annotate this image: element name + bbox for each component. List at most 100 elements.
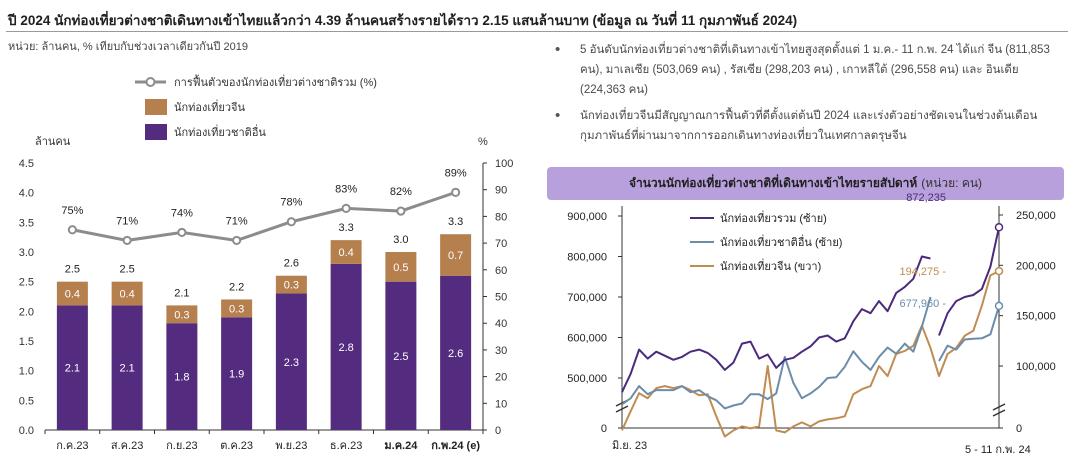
axis-break-icon bbox=[992, 409, 1006, 417]
recovery-point bbox=[177, 227, 187, 238]
bar-china-label: 0.4 bbox=[65, 289, 80, 301]
weekly-series-line bbox=[621, 255, 931, 393]
recovery-label: 78% bbox=[280, 197, 302, 209]
weekly-end-label: 677,960 - bbox=[900, 298, 947, 310]
weekly-end-label: 872,235 bbox=[906, 192, 946, 204]
bar-total-label: 3.0 bbox=[393, 234, 408, 246]
y2-tick-label: 100 bbox=[495, 158, 513, 170]
weekly-end-point bbox=[994, 301, 1004, 311]
bar-china-label: 0.5 bbox=[393, 262, 408, 274]
bar-other bbox=[166, 323, 198, 430]
bar-china bbox=[385, 252, 417, 282]
x-tick-label: ส.ค.23 bbox=[111, 440, 143, 452]
y2-tick-label: 10 bbox=[495, 398, 507, 410]
weekly-y-tick-label: 700,000 bbox=[567, 292, 607, 304]
bar-other bbox=[330, 263, 362, 430]
recovery-label: 82% bbox=[390, 186, 412, 198]
recovery-point bbox=[451, 187, 461, 197]
bar-china-label: 0.7 bbox=[448, 250, 463, 262]
bullet-dot-icon: • bbox=[555, 107, 561, 124]
axis-break-icon bbox=[992, 403, 1006, 411]
legend-swatch bbox=[145, 99, 167, 115]
bar-other-label: 1.8 bbox=[174, 372, 189, 384]
x-tick-label: ก.ค.23 bbox=[56, 440, 88, 452]
bar-total-label: 2.5 bbox=[65, 264, 80, 276]
weekly-y-tick-label: 900,000 bbox=[567, 211, 607, 223]
bar-china bbox=[275, 275, 307, 294]
legend-swatch bbox=[145, 124, 167, 140]
x-tick-label: พ.ย.23 bbox=[275, 440, 307, 452]
weekly-series-line bbox=[938, 226, 1000, 336]
y2-tick-label: 80 bbox=[495, 211, 507, 223]
bar-china bbox=[440, 234, 472, 276]
y2-tick-label: 50 bbox=[495, 292, 507, 304]
recovery-label: 71% bbox=[226, 215, 248, 227]
bar-total-label: 2.2 bbox=[229, 281, 244, 293]
commentary-list: • 5 อันดับนักท่องเที่ยวต่างชาติที่เดินทา… bbox=[553, 40, 1063, 152]
bar-china-label: 0.3 bbox=[229, 303, 244, 315]
bar-china bbox=[221, 299, 253, 318]
title-divider bbox=[6, 31, 1068, 32]
recovery-point bbox=[286, 217, 296, 227]
weekly-legend-label: นักท่องเที่ยวรวม (ซ้าย) bbox=[720, 210, 827, 225]
bar-china-label: 0.3 bbox=[284, 280, 299, 292]
y-tick-label: 3.5 bbox=[19, 217, 34, 229]
axis-break-icon bbox=[615, 405, 629, 413]
weekly-end-point bbox=[994, 222, 1004, 232]
recovery-point bbox=[122, 235, 132, 246]
bar-other bbox=[56, 305, 88, 430]
weekly-legend-label: นักท่องเที่ยวจีน (ขวา) bbox=[720, 258, 821, 273]
recovery-point bbox=[67, 225, 77, 235]
weekly-y2-tick-label: 0 bbox=[1016, 423, 1022, 435]
page-title: ปี 2024 นักท่องเที่ยวต่างชาติเดินทางเข้า… bbox=[8, 13, 798, 28]
weekly-end-label: 194,275 - bbox=[900, 266, 947, 278]
y2-tick-label: 20 bbox=[495, 372, 507, 384]
bar-other-label: 2.1 bbox=[65, 363, 80, 375]
weekly-x-start-label: มิ.ย. 23 bbox=[612, 440, 647, 452]
bar-china bbox=[330, 240, 362, 264]
bar-other bbox=[440, 275, 472, 430]
x-tick-label: ก.พ.24 (e) bbox=[431, 440, 480, 452]
x-tick-label: ม.ค.24 bbox=[384, 440, 418, 452]
bar-total-label: 2.5 bbox=[119, 264, 134, 276]
legend-label: นักท่องเที่ยวจีน bbox=[174, 99, 245, 114]
y2-tick-label: 0 bbox=[495, 425, 501, 437]
recovery-label: 71% bbox=[116, 215, 138, 227]
recovery-label: 83% bbox=[335, 183, 357, 195]
weekly-series-line bbox=[938, 305, 1000, 362]
bar-china-label: 0.4 bbox=[119, 289, 134, 301]
x-tick-label: ต.ค.23 bbox=[220, 440, 253, 452]
monthly-arrivals-chart: การฟื้นตัวของนักท่องเที่ยวต่างชาติรวม (%… bbox=[19, 74, 514, 452]
y2-tick-label: 70 bbox=[495, 238, 507, 250]
recovery-point bbox=[232, 235, 242, 246]
commentary-bullet: • 5 อันดับนักท่องเที่ยวต่างชาติที่เดินทา… bbox=[553, 40, 1063, 100]
y-tick-label: 4.5 bbox=[19, 158, 34, 170]
y2-tick-label: 30 bbox=[495, 345, 507, 357]
x-tick-label: ธ.ค.23 bbox=[330, 440, 362, 452]
bar-other-label: 1.9 bbox=[229, 369, 244, 381]
commentary-text: นักท่องเที่ยวจีนมีสัญญาณการฟื้นตัวที่ดีต… bbox=[580, 110, 1038, 142]
weekly-legend-label: นักท่องเที่ยวชาติอื่น (ซ้าย) bbox=[720, 234, 842, 249]
bar-other-label: 2.3 bbox=[284, 357, 299, 369]
weekly-y2-tick-label: 150,000 bbox=[1016, 311, 1056, 323]
bar-other-label: 2.5 bbox=[393, 351, 408, 363]
bar-total-label: 2.1 bbox=[174, 287, 189, 299]
recovery-point bbox=[341, 203, 351, 213]
bar-other bbox=[111, 305, 143, 430]
bar-china bbox=[56, 281, 88, 306]
bar-other bbox=[221, 317, 253, 430]
y-tick-label: 0.5 bbox=[19, 395, 34, 407]
bar-total-label: 3.3 bbox=[338, 222, 353, 234]
y-tick-label: 1.5 bbox=[19, 336, 34, 348]
y2-tick-label: 90 bbox=[495, 185, 507, 197]
y-tick-label: 3.0 bbox=[19, 247, 34, 259]
bullet-dot-icon: • bbox=[555, 41, 561, 58]
bar-other-label: 2.6 bbox=[448, 348, 463, 360]
weekly-x-end-label: 5 - 11 ก.พ. 24 bbox=[965, 444, 1031, 456]
bar-other bbox=[275, 293, 307, 430]
commentary-bullet: • นักท่องเที่ยวจีนมีสัญญาณการฟื้นตัวที่ด… bbox=[553, 106, 1063, 146]
unit-note: หน่วย: ล้านคน, % เทียบกับช่วงเวลาเดียวกั… bbox=[8, 41, 248, 53]
weekly-y-tick-label: 800,000 bbox=[567, 252, 607, 264]
weekly-chart-unit: (หน่วย: คน) bbox=[921, 176, 983, 190]
bar-china bbox=[111, 281, 143, 306]
